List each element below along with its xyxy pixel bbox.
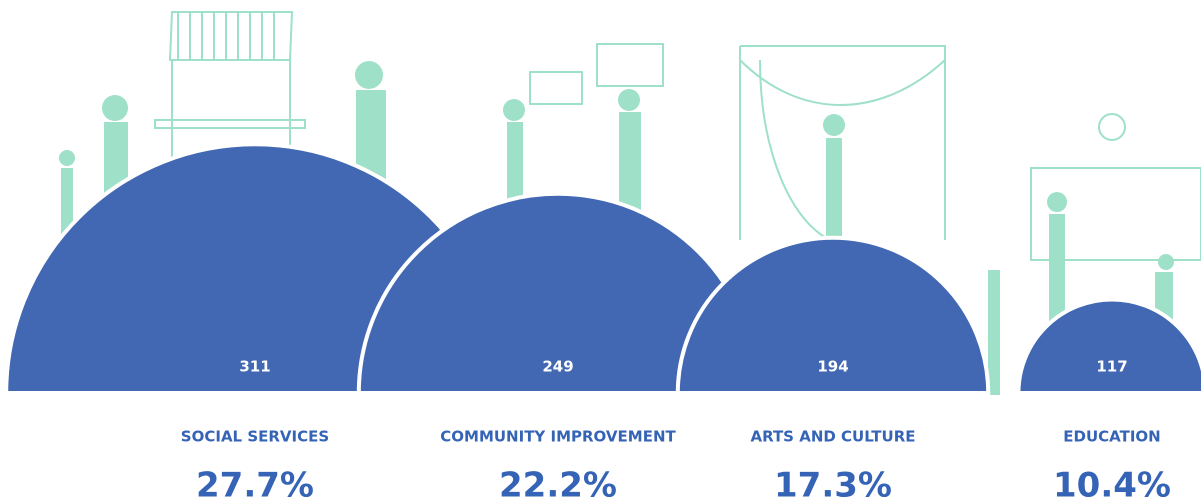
percent-label: 22.2% [499,466,617,503]
category-label: ARTS AND CULTURE [750,428,915,446]
category-label: COMMUNITY IMPROVEMENT [440,428,676,446]
percent-label: 10.4% [1053,466,1171,503]
value-label: 311 [239,358,270,376]
percent-label: 27.7% [196,466,314,503]
percent-label: 17.3% [774,466,892,503]
value-label: 194 [817,358,848,376]
value-label: 249 [542,358,573,376]
category-label: EDUCATION [1063,428,1160,446]
semicircle [1016,297,1201,395]
plot: 311 SOCIAL SERVICES 27.7% 249 COMMUNITY IMPR… [4,142,1201,503]
semicircle [675,235,991,395]
category-label: SOCIAL SERVICES [181,428,329,446]
value-label: 117 [1096,358,1127,376]
